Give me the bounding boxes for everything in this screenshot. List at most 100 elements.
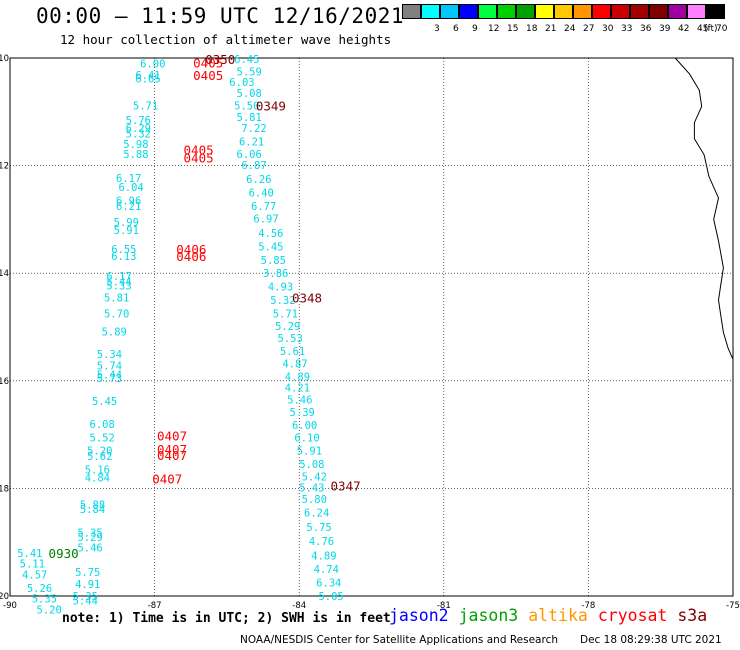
wave-height-value: 5.35 <box>32 594 57 606</box>
wave-height-value: 5.05 <box>318 591 343 603</box>
scale-label-24: 24 <box>564 24 576 34</box>
wave-height-value: 5.75 <box>306 522 331 534</box>
scale-label-33: 33 <box>621 24 633 34</box>
wave-height-value: 5.45 <box>258 241 283 253</box>
scale-swatch-3 <box>421 4 440 19</box>
units-note: note: 1) Time is in UTC; 2) SWH is in fe… <box>62 611 391 626</box>
wave-height-value: 4.74 <box>314 564 339 576</box>
pass-time-label: 0405 <box>184 151 214 166</box>
wave-height-value: 6.17 <box>116 173 141 185</box>
wave-height-value: 5.39 <box>290 407 315 419</box>
pass-time-label: 0406 <box>176 242 206 257</box>
pass-time-label: 0930 <box>49 546 79 561</box>
wave-height-value: 5.85 <box>261 255 286 267</box>
wave-height-value: 4.57 <box>22 569 47 581</box>
scale-label-70: 70 <box>716 24 728 34</box>
map-frame <box>9 57 734 597</box>
wave-height-value: 6.34 <box>316 578 341 590</box>
pass-time-label: 0348 <box>292 290 322 305</box>
wave-height-value: 5.26 <box>27 583 52 595</box>
lat-tick-label: -10 <box>0 54 9 64</box>
map-subtitle: 12 hour collection of altimeter wave hei… <box>60 32 392 47</box>
wave-height-value: 5.88 <box>123 149 148 161</box>
scale-label-30: 30 <box>602 24 614 34</box>
scale-label-15: 15 <box>507 24 519 34</box>
scale-swatch-27 <box>573 4 592 19</box>
scale-swatch-15 <box>497 4 516 19</box>
wave-height-value: 5.34 <box>97 349 122 361</box>
wave-height-value: 5.08 <box>237 88 262 100</box>
pass-time-label: 0407 <box>157 448 187 463</box>
wave-height-value: 5.71 <box>273 309 298 321</box>
map-title: 00:00 – 11:59 UTC 12/16/2021 <box>36 4 405 28</box>
lat-tick-label: -16 <box>0 377 9 387</box>
wave-height-value: 4.56 <box>258 228 283 240</box>
wave-height-value: 5.88 <box>80 500 105 512</box>
legend-cryosat: cryosat <box>597 606 668 625</box>
wave-height-value: 5.84 <box>80 504 105 516</box>
wave-height-value: 5.32 <box>126 128 151 140</box>
scale-label-21: 21 <box>545 24 557 34</box>
wave-height-value: 5.71 <box>133 100 158 112</box>
wave-height-value: 6.96 <box>116 196 141 208</box>
lon-tick-label: -87 <box>148 601 162 611</box>
scale-label-12: 12 <box>488 24 500 34</box>
wave-height-value: 6.26 <box>246 174 271 186</box>
wave-height-value: 5.59 <box>237 66 262 78</box>
scale-swatch-30 <box>592 4 611 19</box>
wave-height-value: 6.97 <box>253 213 278 225</box>
wave-height-value: 5.99 <box>114 217 139 229</box>
wave-height-value: 5.29 <box>77 532 102 544</box>
wave-height-value: 4.89 <box>285 371 310 383</box>
wave-height-value: 5.89 <box>102 326 127 338</box>
wave-height-value: 6.65 <box>135 73 160 85</box>
scale-swatch-21 <box>535 4 554 19</box>
wave-height-value: 5.73 <box>97 373 122 385</box>
scale-swatch-33 <box>611 4 630 19</box>
legend-s3a: s3a <box>677 606 708 625</box>
scale-swatch-18 <box>516 4 535 19</box>
legend-altika: altika <box>528 606 588 625</box>
scale-label-3: 3 <box>434 24 440 34</box>
wave-height-value: 5.35 <box>77 528 102 540</box>
wave-height-value: 6.00 <box>140 58 165 70</box>
wave-height-value: 6.10 <box>294 432 319 444</box>
scale-swatch-36 <box>630 4 649 19</box>
satellite-legend: jason2 jason3 altika cryosat s3a <box>389 606 717 625</box>
pass-time-label: 0347 <box>331 479 361 494</box>
wave-height-value: 5.33 <box>106 281 131 293</box>
wave-height-value: 4.93 <box>268 282 293 294</box>
wave-height-value: 5.44 <box>73 595 98 607</box>
scale-swatch-24 <box>554 4 573 19</box>
wave-height-value: 5.42 <box>302 472 327 484</box>
wave-height-value: 5.16 <box>85 465 110 477</box>
wave-height-value: 5.81 <box>104 292 129 304</box>
lon-tick-label: -84 <box>292 601 306 611</box>
wave-height-value: 5.32 <box>270 295 295 307</box>
scale-swatch-39 <box>649 4 668 19</box>
wave-height-value: 4.21 <box>285 382 310 394</box>
scale-swatch-42 <box>668 4 687 19</box>
wave-height-value: 6.55 <box>111 244 136 256</box>
wave-height-value: 6.00 <box>292 420 317 432</box>
scale-label-45: 45 <box>697 24 709 34</box>
scale-label-42: 42 <box>678 24 690 34</box>
pass-time-label: 0350 <box>205 52 235 67</box>
pass-time-label: 0349 <box>256 98 286 113</box>
lat-tick-label: -20 <box>0 592 9 602</box>
wave-height-value: 5.43 <box>299 482 324 494</box>
wave-height-value: 5.52 <box>90 432 115 444</box>
scale-label-9: 9 <box>472 24 478 34</box>
wave-height-value: 6.17 <box>106 271 131 283</box>
legend-jason3: jason3 <box>458 606 519 625</box>
lat-tick-label: -12 <box>0 162 9 172</box>
wave-height-value: 6.24 <box>304 508 329 520</box>
scale-label-36: 36 <box>640 24 652 34</box>
scale-label-18: 18 <box>526 24 538 34</box>
wave-height-value: 5.08 <box>299 459 324 471</box>
wave-height-value: 3.86 <box>263 268 288 280</box>
wave-height-value: 5.35 <box>73 591 98 603</box>
wave-height-value: 6.40 <box>249 188 274 200</box>
wave-height-value: 4.87 <box>282 359 307 371</box>
scale-swatch-45 <box>687 4 706 19</box>
